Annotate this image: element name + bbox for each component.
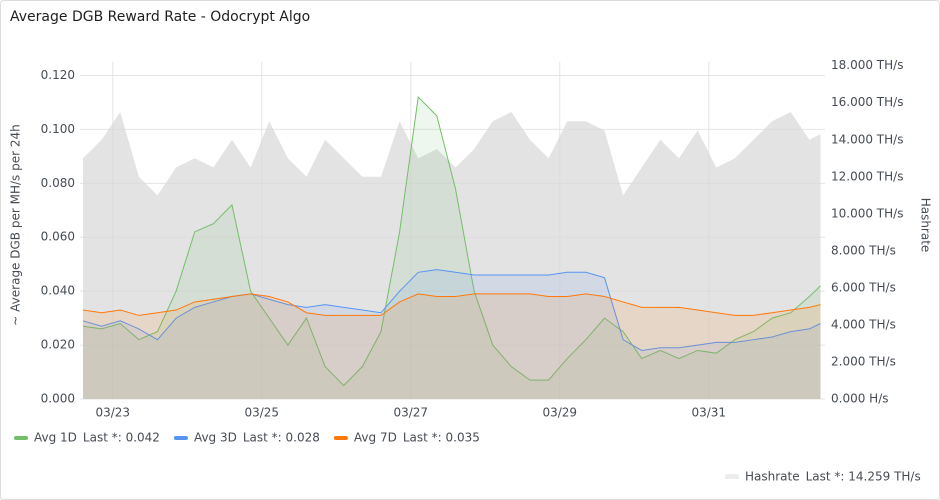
series-line	[82, 293, 821, 316]
chart-title: Average DGB Reward Rate - Odocrypt Algo	[10, 9, 310, 25]
series-line	[82, 269, 821, 351]
legend-swatch[interactable]	[173, 436, 188, 440]
y2-tick-label: 0.000 H/s	[831, 392, 889, 406]
legend-last[interactable]: Last *: 0.035	[403, 431, 480, 445]
legend-swatch[interactable]	[14, 436, 28, 440]
x-tick-label: 03/23	[95, 406, 130, 420]
y-tick-label: 0.080	[41, 176, 75, 190]
x-tick-label: 03/27	[393, 406, 428, 420]
hashrate-area	[82, 111, 821, 399]
y2-tick-label: 6.000 TH/s	[831, 280, 896, 294]
y2-tick-label: 16.000 TH/s	[831, 95, 903, 109]
y2-tick-label: 18.000 TH/s	[831, 58, 903, 72]
y2-tick-label: 8.000 TH/s	[831, 243, 896, 257]
y2-tick-label: 2.000 TH/s	[831, 354, 896, 368]
series-area	[82, 269, 821, 399]
series-line	[82, 95, 821, 387]
y2-tick-label: 14.000 TH/s	[831, 132, 903, 146]
y2-tick-label: 10.000 TH/s	[831, 206, 903, 220]
y-tick-label: 0.040	[41, 284, 75, 298]
series-area	[82, 293, 821, 399]
legend-last[interactable]: Last *: 0.028	[243, 431, 320, 445]
x-tick-label: 03/31	[691, 406, 726, 420]
legend-last[interactable]: Last *: 14.259 TH/s	[806, 470, 921, 484]
y-tick-label: 0.000	[41, 392, 75, 406]
y-tick-label: 0.060	[41, 230, 75, 244]
y-tick-label: 0.120	[41, 68, 75, 82]
y2-tick-label: 4.000 TH/s	[831, 317, 896, 331]
series-area	[82, 97, 821, 399]
legend-name[interactable]: Avg 3D	[194, 431, 237, 445]
legend-last[interactable]: Last *: 0.042	[83, 431, 160, 445]
y-axis-label: ~ Average DGB per MH/s per 24h	[9, 124, 23, 325]
x-tick-label: 03/25	[244, 406, 279, 420]
x-tick-label: 03/29	[542, 406, 577, 420]
legend-name[interactable]: Avg 7D	[354, 431, 397, 445]
y-tick-label: 0.020	[41, 338, 75, 352]
y-tick-label: 0.100	[41, 122, 75, 136]
legend-swatch[interactable]	[725, 474, 739, 479]
y2-axis-label: Hashrate	[919, 198, 933, 253]
legend-name[interactable]: Avg 1D	[34, 431, 77, 445]
y2-tick-label: 12.000 TH/s	[831, 169, 903, 183]
legend-swatch[interactable]	[333, 436, 348, 440]
legend-name[interactable]: Hashrate	[745, 470, 800, 484]
